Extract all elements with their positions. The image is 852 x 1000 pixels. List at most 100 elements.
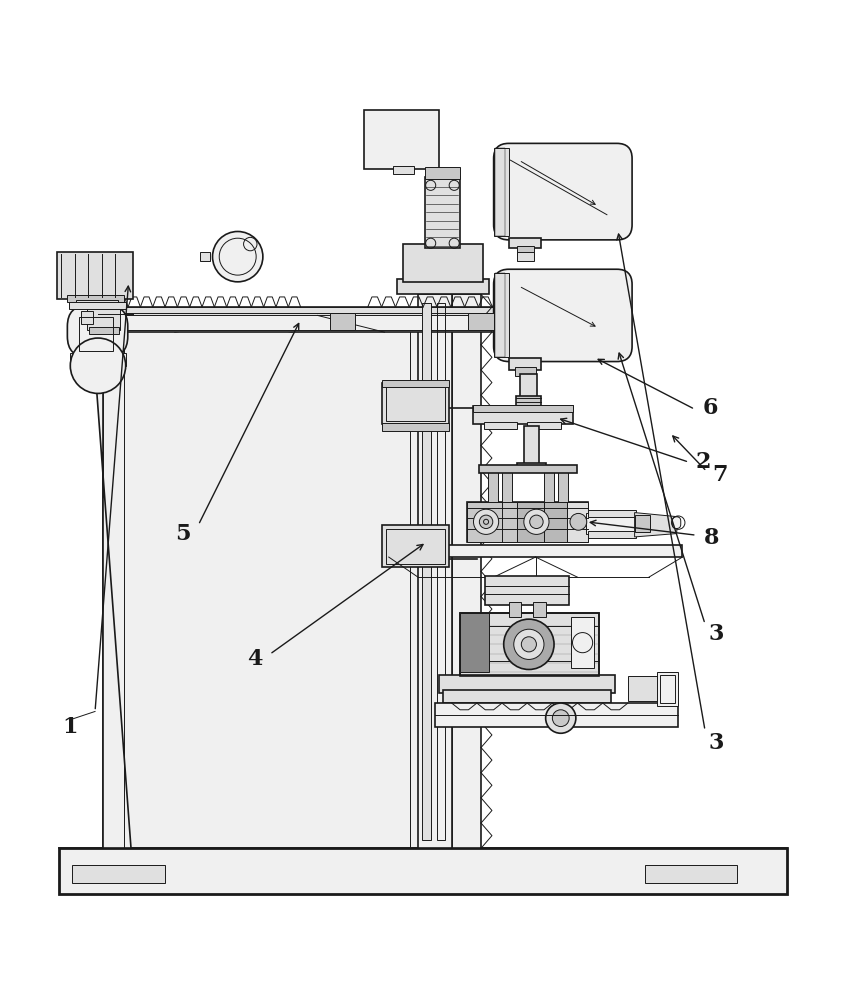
Polygon shape	[634, 513, 677, 537]
Polygon shape	[91, 315, 131, 848]
FancyBboxPatch shape	[493, 269, 631, 362]
Bar	[523, 426, 538, 466]
Bar	[514, 367, 535, 376]
Bar	[459, 613, 598, 676]
Bar	[81, 311, 93, 324]
Text: 2: 2	[695, 451, 711, 473]
Bar	[570, 617, 594, 668]
Bar	[588, 510, 636, 517]
Bar	[363, 110, 439, 169]
Bar	[330, 313, 354, 330]
Bar	[424, 177, 459, 248]
Bar	[91, 307, 514, 332]
Circle shape	[479, 515, 492, 529]
Text: 6: 6	[701, 397, 717, 419]
Circle shape	[569, 513, 586, 530]
Bar	[70, 353, 126, 366]
Bar	[89, 327, 118, 334]
Bar	[439, 675, 614, 693]
Bar	[516, 252, 533, 261]
Bar	[520, 374, 537, 399]
Bar	[386, 529, 445, 564]
Bar	[634, 515, 649, 532]
Bar	[495, 148, 504, 236]
Bar	[527, 422, 560, 429]
Bar	[435, 703, 677, 727]
Text: 5: 5	[176, 523, 191, 545]
Bar	[466, 502, 588, 542]
Bar	[72, 865, 164, 883]
Bar	[468, 313, 493, 330]
Bar	[443, 690, 610, 703]
FancyBboxPatch shape	[671, 517, 680, 529]
Bar	[502, 470, 511, 502]
Bar	[91, 307, 514, 315]
Bar	[472, 405, 573, 412]
Bar	[389, 545, 682, 557]
Bar	[466, 502, 516, 542]
Bar	[424, 167, 459, 179]
Bar	[659, 675, 674, 703]
Bar	[516, 463, 545, 471]
Text: 3: 3	[707, 732, 722, 754]
Bar	[585, 513, 636, 534]
Circle shape	[473, 509, 498, 534]
Bar	[495, 273, 504, 357]
Circle shape	[529, 515, 543, 529]
Bar	[532, 602, 545, 617]
Bar	[103, 313, 514, 330]
Circle shape	[545, 703, 575, 733]
Bar	[487, 470, 498, 502]
Text: 7: 7	[711, 464, 727, 486]
Bar	[493, 148, 508, 236]
Text: 8: 8	[703, 527, 719, 549]
Bar	[103, 315, 422, 848]
Bar	[199, 252, 210, 261]
Bar	[644, 865, 736, 883]
Text: 1: 1	[62, 716, 78, 738]
Bar	[402, 244, 482, 282]
Circle shape	[504, 619, 554, 670]
Bar	[382, 380, 449, 387]
Circle shape	[521, 637, 536, 652]
Circle shape	[513, 629, 544, 659]
Bar	[508, 358, 540, 370]
Bar	[417, 294, 452, 848]
Bar	[544, 470, 554, 502]
Bar	[588, 531, 636, 538]
Bar	[76, 300, 118, 307]
Bar	[516, 246, 533, 254]
Circle shape	[552, 710, 568, 727]
Bar	[493, 273, 508, 357]
Bar	[508, 602, 521, 617]
Bar	[382, 383, 449, 424]
Bar	[479, 465, 576, 473]
Bar	[57, 252, 133, 299]
Bar	[382, 423, 449, 431]
Bar	[436, 303, 445, 840]
Text: 4: 4	[246, 648, 262, 670]
Bar	[459, 613, 598, 676]
Bar	[472, 406, 573, 424]
Bar	[386, 386, 445, 421]
Bar	[87, 306, 120, 330]
Circle shape	[70, 338, 125, 393]
Bar	[485, 576, 568, 605]
Bar	[657, 672, 677, 706]
Bar	[79, 317, 112, 351]
Bar	[422, 303, 430, 840]
Bar	[59, 848, 786, 894]
Bar	[397, 279, 489, 294]
Bar	[483, 422, 516, 429]
Bar	[557, 470, 567, 502]
Bar	[515, 396, 541, 408]
Circle shape	[523, 509, 549, 534]
Bar	[382, 525, 449, 567]
Bar	[393, 166, 413, 174]
Circle shape	[483, 519, 488, 524]
Bar	[508, 238, 540, 248]
Text: 3: 3	[707, 623, 722, 645]
Bar	[452, 294, 481, 848]
Circle shape	[212, 231, 262, 282]
FancyBboxPatch shape	[67, 305, 128, 357]
